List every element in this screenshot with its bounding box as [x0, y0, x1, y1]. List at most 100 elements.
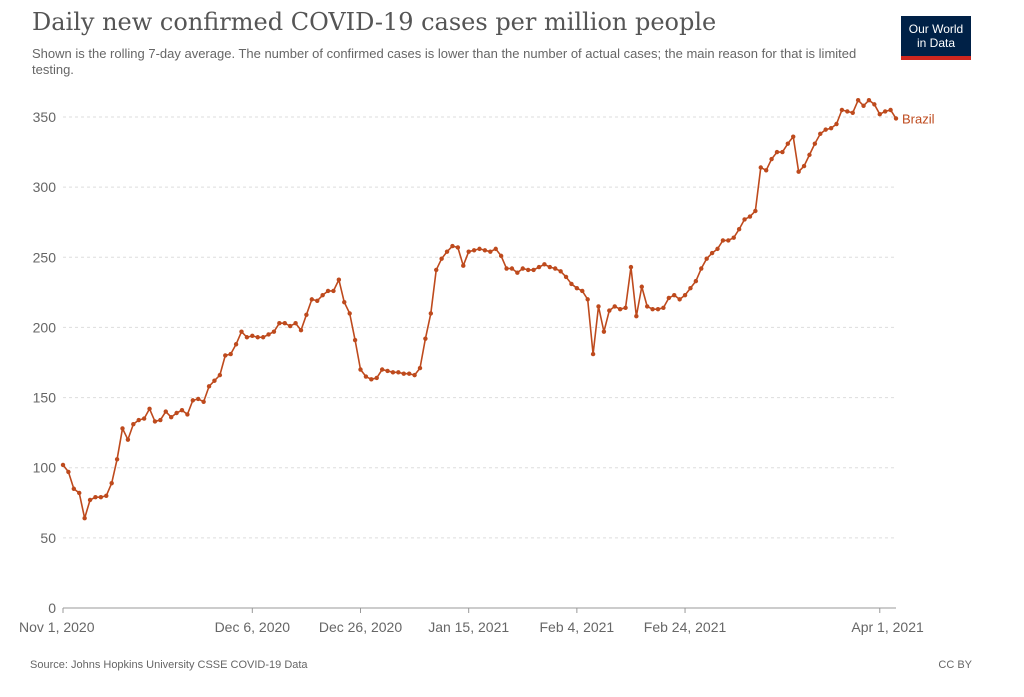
- data-point[interactable]: [255, 335, 260, 340]
- data-point[interactable]: [515, 270, 520, 275]
- data-point[interactable]: [769, 156, 774, 162]
- data-point[interactable]: [661, 305, 666, 310]
- data-point[interactable]: [850, 110, 855, 115]
- data-point[interactable]: [396, 370, 401, 375]
- data-point[interactable]: [336, 277, 342, 282]
- data-point[interactable]: [823, 127, 828, 132]
- data-point[interactable]: [190, 398, 196, 403]
- data-point[interactable]: [109, 480, 114, 486]
- data-point[interactable]: [174, 410, 179, 416]
- data-point[interactable]: [201, 399, 206, 404]
- data-point[interactable]: [417, 365, 423, 371]
- data-point[interactable]: [758, 165, 763, 170]
- data-point[interactable]: [488, 249, 493, 254]
- data-point[interactable]: [623, 305, 628, 310]
- data-point[interactable]: [628, 264, 634, 270]
- data-point[interactable]: [574, 285, 580, 291]
- data-point[interactable]: [152, 419, 158, 424]
- data-point[interactable]: [260, 335, 266, 340]
- data-point[interactable]: [287, 323, 293, 329]
- data-point[interactable]: [461, 263, 466, 268]
- data-point[interactable]: [715, 246, 720, 252]
- data-point[interactable]: [558, 269, 563, 274]
- data-point[interactable]: [293, 321, 298, 326]
- data-point[interactable]: [87, 497, 93, 503]
- data-point[interactable]: [677, 297, 682, 302]
- data-point[interactable]: [120, 426, 125, 431]
- data-point[interactable]: [736, 227, 742, 232]
- data-point[interactable]: [347, 311, 352, 316]
- data-point[interactable]: [217, 372, 223, 378]
- data-point[interactable]: [331, 288, 336, 294]
- data-point[interactable]: [747, 214, 753, 219]
- data-point[interactable]: [233, 342, 239, 347]
- data-point[interactable]: [131, 422, 136, 427]
- data-point[interactable]: [845, 109, 850, 114]
- data-point[interactable]: [439, 256, 444, 261]
- data-point[interactable]: [531, 267, 536, 273]
- data-point[interactable]: [158, 417, 163, 423]
- data-point[interactable]: [650, 306, 655, 312]
- data-point[interactable]: [434, 267, 439, 273]
- data-point[interactable]: [277, 321, 282, 326]
- series-label-brazil[interactable]: Brazil: [902, 111, 935, 126]
- data-point[interactable]: [401, 371, 406, 376]
- data-point[interactable]: [66, 469, 71, 475]
- owid-logo[interactable]: Our World in Data: [901, 16, 971, 60]
- data-point[interactable]: [888, 107, 893, 113]
- data-point[interactable]: [693, 278, 699, 284]
- data-point[interactable]: [780, 149, 785, 155]
- data-point[interactable]: [601, 329, 607, 334]
- data-point[interactable]: [455, 245, 461, 250]
- data-point[interactable]: [682, 292, 688, 298]
- data-point[interactable]: [796, 169, 801, 174]
- data-point[interactable]: [861, 103, 866, 108]
- data-point[interactable]: [471, 248, 477, 253]
- data-point[interactable]: [358, 367, 363, 372]
- data-point[interactable]: [320, 292, 325, 298]
- data-point[interactable]: [498, 253, 504, 259]
- data-point[interactable]: [563, 274, 569, 280]
- data-point[interactable]: [379, 367, 385, 372]
- data-point[interactable]: [93, 494, 98, 500]
- data-point[interactable]: [763, 168, 769, 173]
- data-point[interactable]: [315, 298, 320, 303]
- data-point[interactable]: [223, 353, 228, 358]
- data-point[interactable]: [742, 217, 747, 222]
- data-point[interactable]: [114, 457, 120, 462]
- data-point[interactable]: [520, 266, 525, 271]
- data-point[interactable]: [477, 246, 482, 252]
- data-point[interactable]: [104, 493, 109, 498]
- data-point[interactable]: [812, 141, 818, 146]
- license-label[interactable]: CC BY: [938, 659, 972, 671]
- data-point[interactable]: [672, 292, 677, 298]
- data-point[interactable]: [704, 256, 709, 261]
- data-point[interactable]: [163, 409, 168, 414]
- data-point[interactable]: [423, 336, 428, 341]
- data-point[interactable]: [839, 107, 845, 113]
- data-point[interactable]: [374, 375, 379, 381]
- data-point[interactable]: [271, 329, 277, 334]
- data-point[interactable]: [141, 416, 147, 421]
- data-point[interactable]: [466, 249, 471, 254]
- data-point[interactable]: [834, 121, 839, 127]
- data-point[interactable]: [390, 370, 396, 375]
- data-point[interactable]: [699, 266, 704, 271]
- data-point[interactable]: [450, 243, 455, 249]
- data-point[interactable]: [71, 486, 77, 491]
- data-point[interactable]: [753, 208, 758, 214]
- data-point[interactable]: [709, 250, 715, 256]
- data-point[interactable]: [212, 378, 217, 383]
- data-point[interactable]: [644, 304, 650, 309]
- data-point[interactable]: [250, 333, 255, 339]
- data-point[interactable]: [298, 328, 304, 333]
- data-point[interactable]: [785, 141, 791, 146]
- data-point[interactable]: [304, 312, 309, 317]
- data-point[interactable]: [385, 368, 390, 374]
- data-point[interactable]: [206, 384, 212, 389]
- data-point[interactable]: [542, 262, 547, 267]
- data-point[interactable]: [504, 266, 509, 271]
- data-point[interactable]: [818, 131, 823, 137]
- data-point[interactable]: [352, 337, 358, 343]
- data-point[interactable]: [406, 371, 412, 376]
